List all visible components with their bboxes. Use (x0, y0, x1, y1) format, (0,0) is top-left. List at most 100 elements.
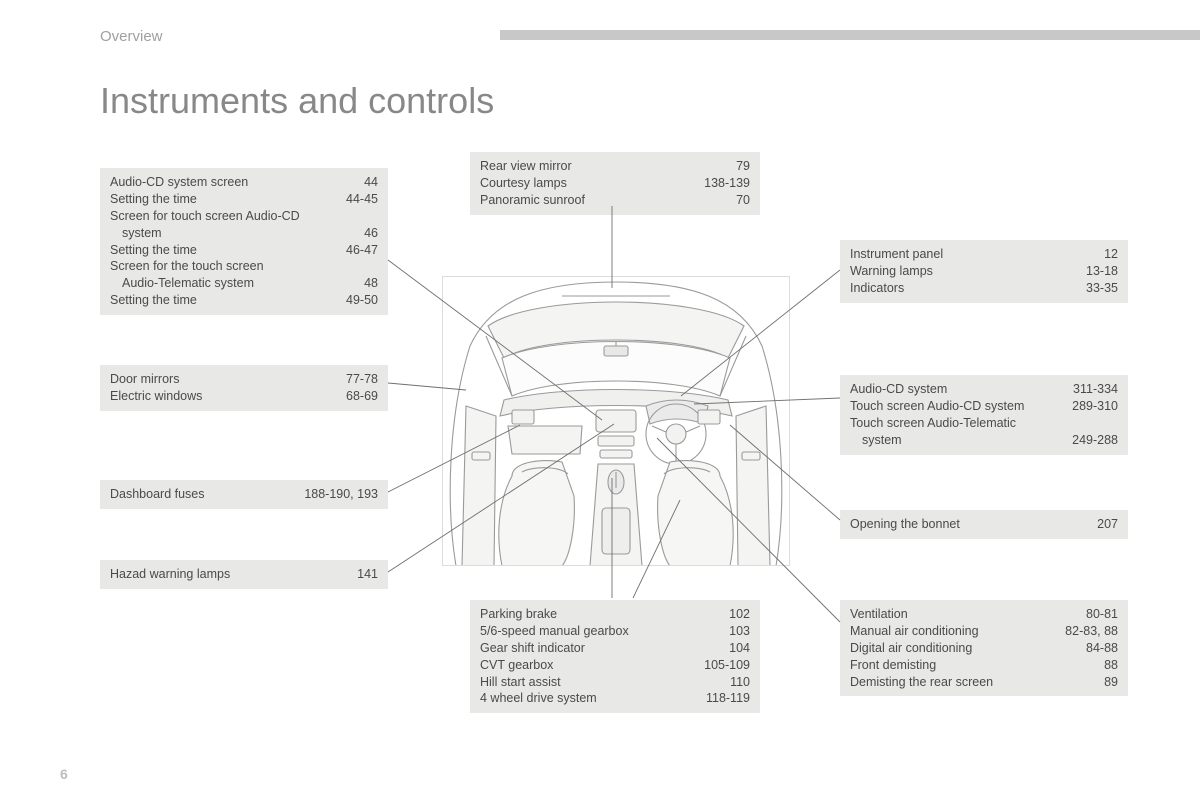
callout-row: Setting the time 46-47 (110, 242, 378, 259)
callout-label: Touch screen Audio-Telematic (850, 415, 1028, 432)
callout-pages: 70 (736, 192, 750, 209)
callout-label: CVT gearbox (480, 657, 565, 674)
callout-pages: 188-190, 193 (304, 486, 378, 503)
callout-bonnet: Opening the bonnet 207 (840, 510, 1128, 539)
callout-pages: 12 (1104, 246, 1118, 263)
header-bar (500, 30, 1200, 40)
callout-pages: 289-310 (1072, 398, 1118, 415)
callout-pages: 103 (729, 623, 750, 640)
callout-row: Indicators33-35 (850, 280, 1118, 297)
callout-row: Ventilation 80-81 (850, 606, 1118, 623)
callout-row: Touch screen Audio-Telematic (850, 415, 1118, 432)
callout-label: system (110, 225, 174, 242)
callout-row: Door mirrors 77-78 (110, 371, 378, 388)
callout-row: system46 (110, 225, 378, 242)
callout-row: Electric windows 68-69 (110, 388, 378, 405)
callout-rear-mirror: Rear view mirror79Courtesy lamps138-139P… (470, 152, 760, 215)
callout-label: Audio-CD system (850, 381, 959, 398)
callout-pages: 44 (364, 174, 378, 191)
callout-pages: 48 (364, 275, 378, 292)
callout-audio-screen: Audio-CD system screen44Setting the time… (100, 168, 388, 315)
callout-label: Digital air conditioning (850, 640, 984, 657)
callout-label: 4 wheel drive system (480, 690, 609, 707)
callout-row: Digital air conditioning84-88 (850, 640, 1118, 657)
callout-row: 5/6-speed manual gearbox 103 (480, 623, 750, 640)
callout-label: Ventilation (850, 606, 920, 623)
callout-pages: 141 (357, 566, 378, 583)
callout-pages: 207 (1097, 516, 1118, 533)
callout-label: Setting the time (110, 191, 209, 208)
callout-label: Dashboard fuses (110, 486, 217, 503)
callout-pages: 102 (729, 606, 750, 623)
callout-pages: 79 (736, 158, 750, 175)
callout-pages: 89 (1104, 674, 1118, 691)
callout-row: Manual air conditioning 82-83, 88 (850, 623, 1118, 640)
callout-dashboard-fuses: Dashboard fuses 188-190, 193 (100, 480, 388, 509)
callout-audio-system: Audio-CD system311-334Touch screen Audio… (840, 375, 1128, 455)
callout-label: 5/6-speed manual gearbox (480, 623, 641, 640)
callout-label: Touch screen Audio-CD system (850, 398, 1036, 415)
callout-label: Indicators (850, 280, 916, 297)
page-number: 6 (60, 766, 68, 782)
callout-row: Audio-CD system screen 44 (110, 174, 378, 191)
callout-label: Warning lamps (850, 263, 945, 280)
callout-row: Audio-Telematic system 48 (110, 275, 378, 292)
callout-pages: 311-334 (1073, 381, 1118, 398)
callout-pages: 138-139 (704, 175, 750, 192)
callout-row: 4 wheel drive system 118-119 (480, 690, 750, 707)
callout-pages: 118-119 (706, 690, 750, 707)
callout-label: Screen for touch screen Audio-CD (110, 208, 312, 225)
callout-row: CVT gearbox105-109 (480, 657, 750, 674)
callout-row: Panoramic sunroof 70 (480, 192, 750, 209)
section-label: Overview (100, 28, 163, 45)
callout-row: Rear view mirror 79 (480, 158, 750, 175)
callout-label: system (850, 432, 914, 449)
callout-row: Opening the bonnet 207 (850, 516, 1118, 533)
callout-label: Hill start assist (480, 674, 573, 691)
callout-label: Door mirrors (110, 371, 191, 388)
callout-pages: 104 (729, 640, 750, 657)
callout-row: Hazad warning lamps 141 (110, 566, 378, 583)
callout-instrument-panel: Instrument panel12Warning lamps13-18Indi… (840, 240, 1128, 303)
callout-gearbox: Parking brake1025/6-speed manual gearbox… (470, 600, 760, 713)
callout-row: Hill start assist 110 (480, 674, 750, 691)
callout-label: Opening the bonnet (850, 516, 972, 533)
callout-row: Parking brake 102 (480, 606, 750, 623)
callout-door-mirrors: Door mirrors 77-78 Electric windows 68-69 (100, 365, 388, 411)
page-title: Instruments and controls (100, 80, 494, 122)
callout-row: Touch screen Audio-CD system 289-310 (850, 398, 1118, 415)
callout-pages: 110 (730, 674, 750, 691)
callout-pages: 77-78 (346, 371, 378, 388)
callout-pages: 249-288 (1072, 432, 1118, 449)
callout-label: Demisting the rear screen (850, 674, 1005, 691)
callout-pages: 49-50 (346, 292, 378, 309)
callout-label: Electric windows (110, 388, 214, 405)
callout-pages: 44-45 (346, 191, 378, 208)
callout-row: Setting the time 44-45 (110, 191, 378, 208)
callout-pages: 68-69 (346, 388, 378, 405)
callout-row: Dashboard fuses 188-190, 193 (110, 486, 378, 503)
callout-pages: 46-47 (346, 242, 378, 259)
callout-pages: 80-81 (1086, 606, 1118, 623)
callout-label: Audio-CD system screen (110, 174, 260, 191)
callout-label: Audio-Telematic system (110, 275, 266, 292)
callout-label: Panoramic sunroof (480, 192, 597, 209)
callout-row: system 249-288 (850, 432, 1118, 449)
callout-row: Front demisting 88 (850, 657, 1118, 674)
callout-label: Manual air conditioning (850, 623, 991, 640)
callout-pages: 82-83, 88 (1065, 623, 1118, 640)
callout-pages: 13-18 (1086, 263, 1118, 280)
callout-label: Front demisting (850, 657, 948, 674)
callout-label: Courtesy lamps (480, 175, 579, 192)
car-interior-illustration (442, 276, 790, 566)
callout-label: Hazad warning lamps (110, 566, 242, 583)
callout-label: Parking brake (480, 606, 569, 623)
callout-row: Audio-CD system 311-334 (850, 381, 1118, 398)
callout-label: Gear shift indicator (480, 640, 597, 657)
callout-label: Setting the time (110, 242, 209, 259)
callout-ventilation: Ventilation 80-81 Manual air conditioning 8… (840, 600, 1128, 696)
callout-row: Gear shift indicator 104 (480, 640, 750, 657)
callout-label: Rear view mirror (480, 158, 584, 175)
callout-row: Setting the time49-50 (110, 292, 378, 309)
callout-pages: 88 (1104, 657, 1118, 674)
